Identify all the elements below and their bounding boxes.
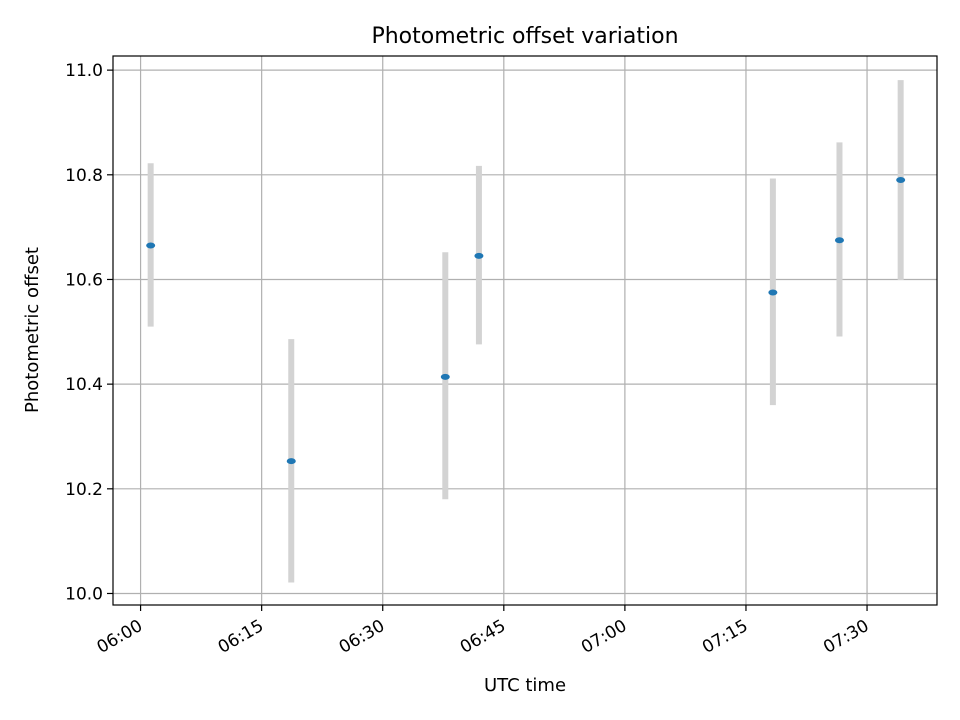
y-tick-label: 10.0 [65, 584, 103, 604]
y-tick-label: 10.2 [65, 480, 103, 500]
chart-title: Photometric offset variation [371, 24, 678, 49]
point-layer [146, 177, 906, 465]
plot-frame [112, 55, 938, 606]
data-point [474, 252, 484, 259]
data-point [834, 237, 844, 244]
y-tick-label: 11.0 [65, 61, 103, 81]
data-point [286, 458, 296, 465]
data-point [896, 177, 906, 184]
y-axis-label: Photometric offset [22, 247, 43, 413]
data-point [768, 289, 778, 296]
y-tick-label: 10.6 [65, 270, 103, 290]
grid-layer [113, 56, 937, 605]
x-axis-label: UTC time [484, 675, 566, 696]
y-tick-label: 10.8 [65, 166, 103, 186]
data-point [146, 242, 156, 249]
y-tick-label: 10.4 [65, 375, 103, 395]
data-point [440, 373, 450, 380]
